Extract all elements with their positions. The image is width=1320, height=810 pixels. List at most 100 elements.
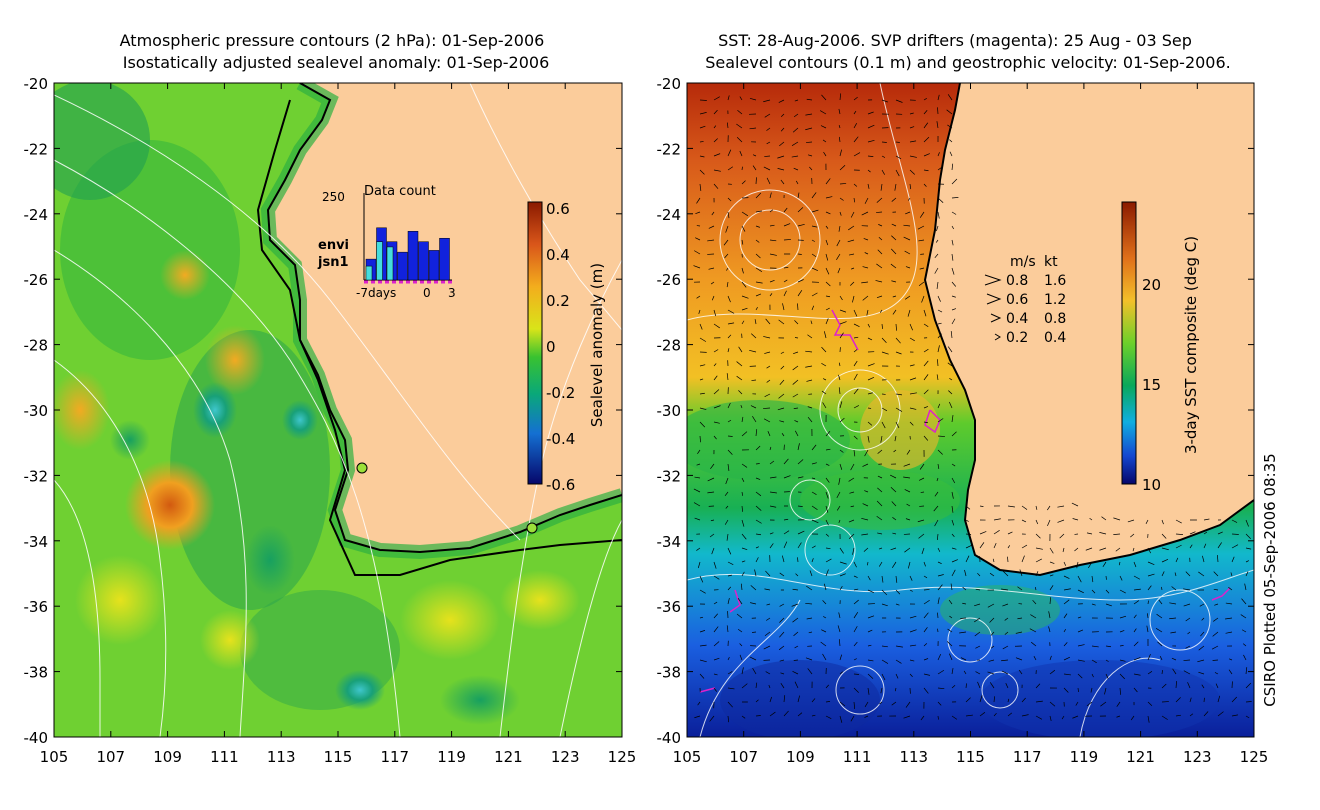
velocity-arrow [1245, 667, 1248, 675]
velocity-arrow [836, 239, 841, 247]
velocity-arrow [850, 505, 855, 508]
velocity-arrow [825, 715, 832, 720]
velocity-arrow [740, 583, 743, 591]
velocity-arrow [749, 656, 757, 661]
velocity-arrow [918, 533, 925, 539]
velocity-arrow [699, 141, 704, 143]
velocity-legend-kt: 0.8 [1044, 311, 1066, 327]
right-map-panel: SST: 28-Aug-2006. SVP drifters (magenta)… [657, 31, 1269, 766]
velocity-arrow [909, 392, 917, 395]
velocity-arrow [739, 150, 743, 157]
velocity-arrow [1116, 715, 1121, 718]
velocity-arrow [825, 267, 830, 275]
velocity-arrow [864, 490, 869, 493]
velocity-arrow [889, 474, 897, 479]
inset-bar-envi [376, 241, 383, 281]
velocity-arrow [867, 673, 874, 679]
velocity-arrow [838, 136, 841, 143]
velocity-arrow [965, 533, 972, 535]
velocity-arrow [741, 571, 745, 577]
velocity-arrow [1007, 712, 1013, 717]
x-tick-label: 109 [153, 748, 182, 766]
x-tick-label: 111 [843, 748, 872, 766]
velocity-arrow [895, 393, 903, 396]
velocity-arrow [1147, 701, 1153, 707]
velocity-arrow [699, 407, 707, 410]
velocity-arrow [909, 659, 915, 662]
velocity-arrow [1077, 575, 1082, 583]
velocity-arrow [947, 628, 953, 633]
velocity-arrow [741, 320, 745, 325]
velocity-arrow [1019, 569, 1023, 577]
velocity-arrow [878, 236, 883, 241]
velocity-arrow [903, 463, 911, 467]
velocity-arrow [699, 421, 706, 428]
sealevel-anomaly-field [54, 83, 622, 737]
velocity-arrow [895, 99, 903, 103]
velocity-arrow [825, 477, 830, 483]
velocity-arrow [850, 463, 855, 471]
velocity-arrow [699, 323, 703, 330]
velocity-legend-ms: 0.2 [1006, 330, 1028, 346]
velocity-arrow [960, 657, 967, 661]
velocity-arrow [822, 402, 827, 409]
velocity-arrow [1072, 715, 1079, 719]
velocity-arrow [909, 364, 915, 367]
velocity-arrow [713, 169, 721, 172]
velocity-arrow [987, 603, 995, 608]
velocity-arrow [909, 155, 917, 158]
y-tick-label: -38 [24, 664, 49, 682]
left-title-line1: Atmospheric pressure contours (2 hPa): 0… [120, 31, 545, 50]
velocity-arrow [1130, 533, 1135, 538]
velocity-arrow [839, 654, 842, 661]
velocity-arrow [755, 429, 758, 437]
velocity-arrow [853, 323, 860, 327]
velocity-arrow [1243, 654, 1247, 661]
velocity-arrow [937, 463, 940, 469]
velocity-arrow [1074, 547, 1079, 552]
velocity-arrow [977, 681, 981, 689]
velocity-legend-rows: 0.8 1.6 0.6 1.2 0.4 0.8 0.2 0.4 [1006, 273, 1066, 346]
x-tick-label: 117 [1013, 748, 1042, 766]
velocity-arrow [797, 505, 803, 507]
velocity-arrow [794, 420, 799, 423]
velocity-arrow [825, 178, 831, 185]
sealevel-colorbar-tick: 0.4 [546, 246, 570, 264]
velocity-arrow [950, 583, 953, 591]
velocity-arrow [937, 359, 939, 367]
velocity-arrow [783, 290, 787, 297]
y-tick-label: -36 [657, 598, 682, 616]
inset-legend-envi: envi [318, 238, 349, 253]
velocity-arrow [1231, 696, 1238, 703]
velocity-arrow [977, 572, 981, 577]
velocity-arrow [838, 225, 841, 232]
velocity-arrow [1116, 701, 1121, 707]
velocity-arrow [726, 122, 729, 129]
velocity-arrow [822, 600, 827, 605]
velocity-arrow [965, 683, 967, 689]
velocity-arrow [904, 250, 911, 255]
velocity-arrow [1183, 588, 1191, 591]
velocity-arrow [1228, 587, 1233, 591]
velocity-arrow [694, 715, 701, 719]
velocity-arrow [923, 561, 926, 567]
velocity-arrow [797, 279, 804, 283]
velocity-arrow [903, 224, 911, 227]
velocity-arrow [807, 406, 813, 409]
velocity-arrow [1175, 544, 1182, 549]
velocity-arrow [937, 107, 939, 115]
velocity-arrow [793, 167, 799, 171]
velocity-arrow [909, 615, 917, 619]
velocity-arrow [937, 687, 945, 690]
velocity-arrow [1077, 644, 1085, 647]
velocity-arrow [881, 603, 888, 607]
velocity-arrow [989, 572, 995, 577]
velocity-arrow [1089, 517, 1093, 521]
velocity-arrow [741, 715, 746, 719]
velocity-arrow [1158, 599, 1163, 605]
velocity-arrow [850, 715, 855, 722]
velocity-arrow [867, 644, 872, 647]
y-tick-label: -24 [657, 206, 682, 224]
velocity-arrow [850, 211, 855, 218]
velocity-arrow [839, 547, 844, 554]
